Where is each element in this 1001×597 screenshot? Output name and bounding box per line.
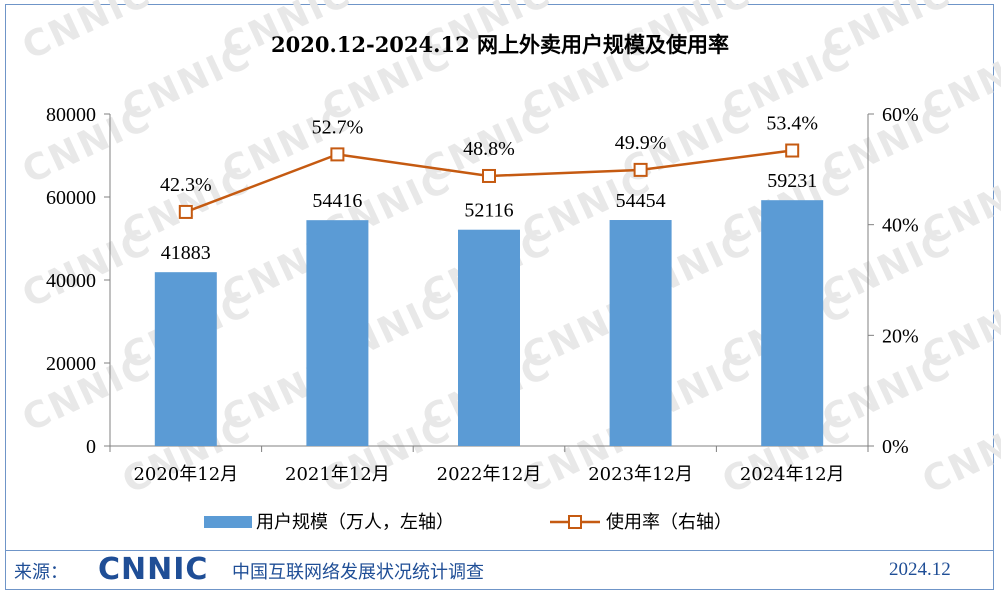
bar-data-label: 41883 — [161, 242, 211, 264]
legend: 用户规模（万人，左轴） 使用率（右轴） — [204, 512, 732, 533]
left-tick-label: 40000 — [46, 270, 96, 292]
left-tick-label: 80000 — [46, 104, 96, 126]
line-marker — [785, 143, 800, 158]
watermark-text: CNNIC — [16, 0, 157, 68]
watermark-text: CNNIC — [16, 221, 157, 316]
cnnic-logo: CNNIC — [98, 552, 209, 587]
left-tick-label: 20000 — [46, 353, 96, 375]
line-marker — [482, 168, 496, 183]
report-date: 2024.12 — [889, 559, 951, 580]
x-tick-label: 2023年12月 — [588, 464, 693, 485]
bar-data-label: 59231 — [767, 170, 817, 192]
bar — [609, 220, 672, 446]
source-label: 来源： — [14, 562, 68, 583]
left-tick-label: 0 — [86, 436, 96, 458]
data-labels: 41883 54416 52116 54454 59231 42.3% 52.7% 48.8%… — [160, 113, 818, 265]
line-data-label: 42.3% — [160, 174, 212, 196]
legend-line-label: 使用率（右轴） — [606, 512, 732, 533]
bar — [761, 200, 824, 446]
line-marker — [330, 147, 345, 162]
source-footer: 来源： CNNIC 中国互联网络发展状况统计调查 2024.12 — [6, 550, 993, 589]
x-tick-label: 2020年12月 — [133, 464, 238, 485]
line-data-label: 49.9% — [615, 132, 667, 154]
left-tick-label: 60000 — [46, 187, 96, 209]
x-tick-label: 2022年12月 — [437, 464, 542, 485]
x-tick-label: 2024年12月 — [740, 464, 845, 485]
watermark-text: CNNIC — [916, 407, 1001, 502]
right-tick-label: 20% — [882, 325, 919, 347]
line-data-label: 52.7% — [312, 116, 364, 138]
line-data-label: 48.8% — [463, 138, 515, 160]
bar — [458, 229, 520, 446]
bar — [306, 220, 369, 446]
chart-title: 2020.12-2024.12 网上外卖用户规模及使用率 — [271, 32, 729, 57]
line-series — [178, 143, 800, 219]
line-marker — [178, 204, 193, 219]
bar — [154, 272, 217, 446]
axes: 0 20000 40000 60000 80000 0% 20% 40% 60% 2020年12月… — [46, 104, 919, 485]
bar-data-label: 54454 — [616, 190, 666, 212]
source-organization: 中国互联网络发展状况统计调查 — [232, 562, 484, 583]
right-tick-label: 60% — [882, 104, 919, 126]
legend-line-marker — [568, 515, 582, 529]
line-data-label: 53.4% — [766, 113, 818, 135]
right-tick-label: 40% — [882, 215, 919, 237]
legend-bar-swatch — [204, 516, 252, 528]
x-tick-label: 2021年12月 — [285, 464, 390, 485]
line-marker — [633, 162, 648, 177]
legend-bar-label: 用户规模（万人，左轴） — [256, 512, 454, 533]
bar-data-label: 54416 — [312, 190, 362, 212]
bar-series — [154, 200, 824, 446]
right-tick-label: 0% — [882, 436, 909, 458]
bar-data-label: 52116 — [464, 200, 513, 222]
